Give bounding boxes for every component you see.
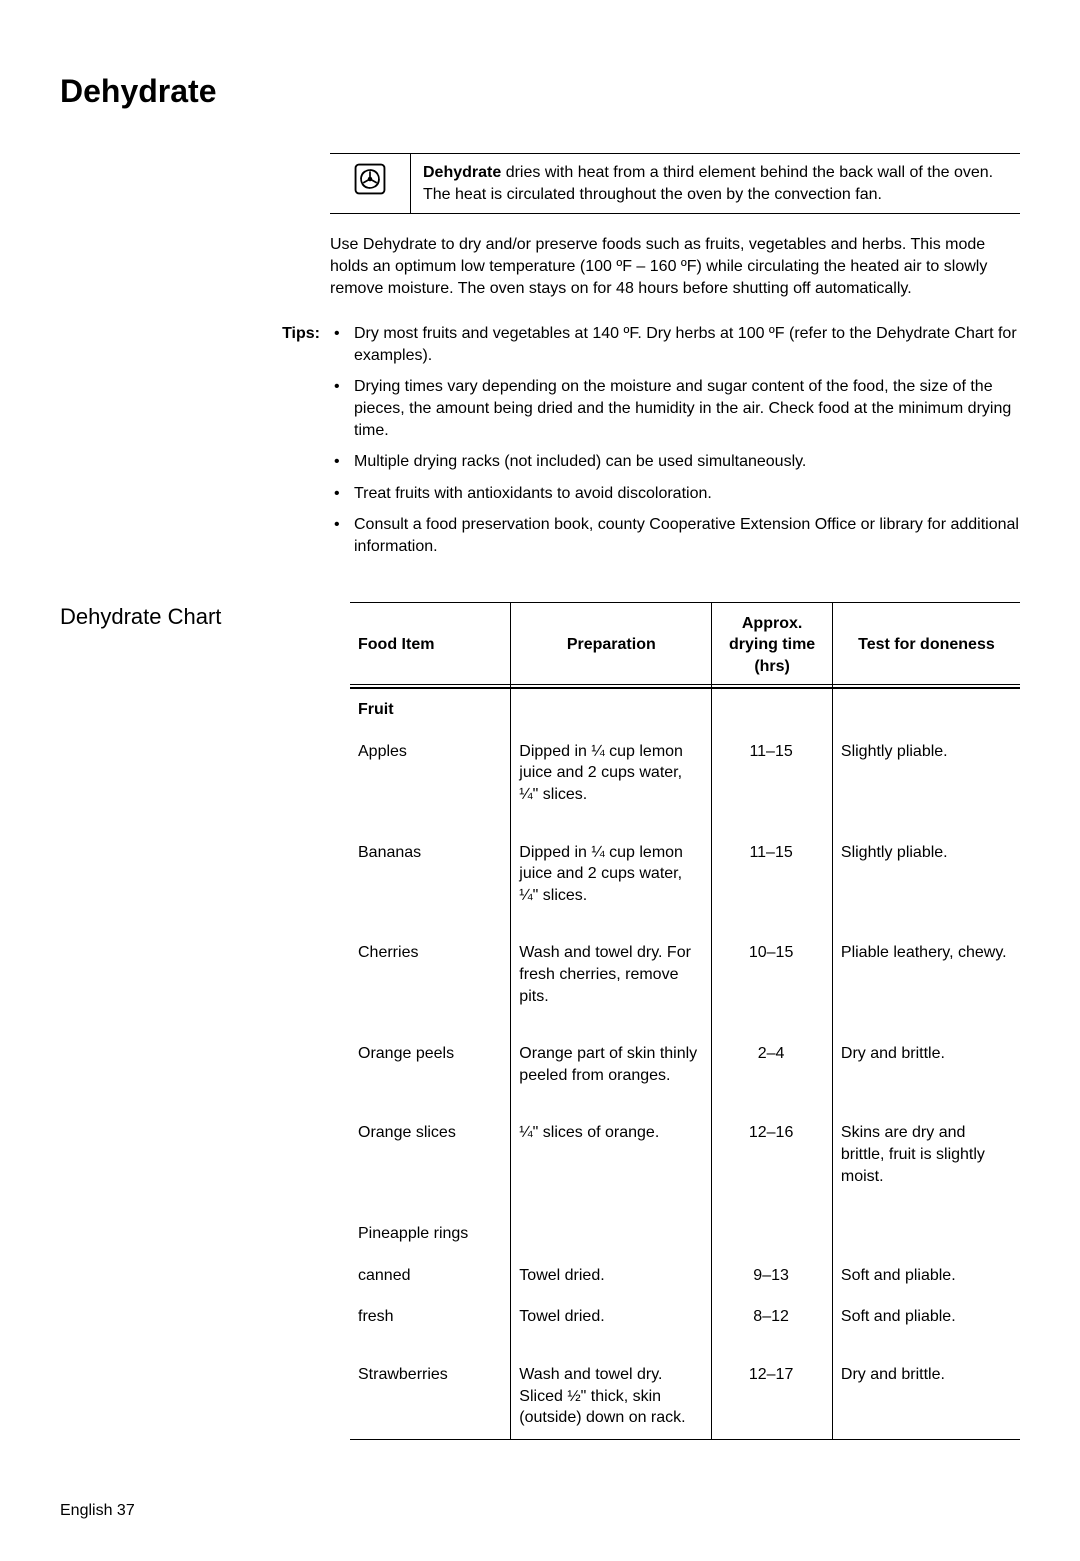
- table-row: Orange peels Orange part of skin thinly …: [350, 1033, 1020, 1096]
- mode-description-rest: dries with heat from a third element beh…: [423, 164, 993, 203]
- tip-item: Multiple drying racks (not included) can…: [330, 451, 1020, 473]
- tip-item: Treat fruits with antioxidants to avoid …: [330, 483, 1020, 505]
- table-row: Cherries Wash and towel dry. For fresh c…: [350, 932, 1020, 1017]
- cell-preparation: Towel dried.: [511, 1296, 712, 1338]
- cell-time: 11–15: [712, 832, 833, 917]
- cell-doneness: Pliable leathery, chewy.: [832, 932, 1020, 1017]
- table-row: Orange slices ¼" slices of orange. 12–16…: [350, 1112, 1020, 1197]
- cell-food-item: Bananas: [350, 832, 511, 917]
- dehydrate-chart-table: Food Item Preparation Approx. drying tim…: [350, 602, 1020, 1440]
- col-header-food-item: Food Item: [350, 602, 511, 688]
- dehydrate-icon: [330, 154, 411, 213]
- cell-food-item: Orange peels: [350, 1033, 511, 1096]
- cell-food-item: Orange slices: [350, 1112, 511, 1197]
- tip-item: Drying times vary depending on the moist…: [330, 376, 1020, 441]
- cell-preparation: ¼" slices of orange.: [511, 1112, 712, 1197]
- cell-doneness: Dry and brittle.: [832, 1033, 1020, 1096]
- cell-preparation: Orange part of skin thinly peeled from o…: [511, 1033, 712, 1096]
- category-heading: Fruit: [350, 688, 511, 731]
- table-row: Bananas Dipped in ¼ cup lemon juice and …: [350, 832, 1020, 917]
- table-row: fresh Towel dried. 8–12 Soft and pliable…: [350, 1296, 1020, 1338]
- cell-food-item: canned: [350, 1255, 511, 1297]
- cell-time: 9–13: [712, 1255, 833, 1297]
- cell-time: 12–16: [712, 1112, 833, 1197]
- mode-description-box: Dehydrate dries with heat from a third e…: [330, 153, 1020, 214]
- col-header-time: Approx. drying time (hrs): [712, 602, 833, 688]
- cell-time: 8–12: [712, 1296, 833, 1338]
- page-footer: English 37: [60, 1500, 1020, 1522]
- cell-preparation: Dipped in ¼ cup lemon juice and 2 cups w…: [511, 731, 712, 816]
- cell-food-item: Cherries: [350, 932, 511, 1017]
- cell-food-item: Apples: [350, 731, 511, 816]
- table-row: Apples Dipped in ¼ cup lemon juice and 2…: [350, 731, 1020, 816]
- tip-item: Dry most fruits and vegetables at 140 ºF…: [330, 323, 1020, 366]
- tips-label: Tips:: [264, 323, 330, 345]
- table-row: canned Towel dried. 9–13 Soft and pliabl…: [350, 1255, 1020, 1297]
- intro-paragraph: Use Dehydrate to dry and/or preserve foo…: [330, 234, 1020, 299]
- cell-preparation: Towel dried.: [511, 1255, 712, 1297]
- cell-time: 2–4: [712, 1033, 833, 1096]
- col-header-doneness: Test for doneness: [832, 602, 1020, 688]
- chart-section-heading: Dehydrate Chart: [60, 602, 350, 1440]
- page-title: Dehydrate: [60, 70, 1020, 113]
- cell-food-item: fresh: [350, 1296, 511, 1338]
- mode-description-text: Dehydrate dries with heat from a third e…: [411, 154, 1020, 213]
- cell-doneness: Skins are dry and brittle, fruit is slig…: [832, 1112, 1020, 1197]
- cell-doneness: Slightly pliable.: [832, 731, 1020, 816]
- mode-name: Dehydrate: [423, 164, 501, 181]
- table-row: Pineapple rings: [350, 1213, 1020, 1255]
- cell-doneness: Slightly pliable.: [832, 832, 1020, 917]
- col-header-preparation: Preparation: [511, 602, 712, 688]
- tips-list: Dry most fruits and vegetables at 140 ºF…: [330, 323, 1020, 567]
- cell-doneness: Soft and pliable.: [832, 1255, 1020, 1297]
- cell-preparation: Wash and towel dry. For fresh cherries, …: [511, 932, 712, 1017]
- cell-time: 11–15: [712, 731, 833, 816]
- cell-food-item: Pineapple rings: [350, 1213, 511, 1255]
- tip-item: Consult a food preservation book, county…: [330, 514, 1020, 557]
- cell-time: 10–15: [712, 932, 833, 1017]
- cell-doneness: Soft and pliable.: [832, 1296, 1020, 1338]
- cell-preparation: Dipped in ¼ cup lemon juice and 2 cups w…: [511, 832, 712, 917]
